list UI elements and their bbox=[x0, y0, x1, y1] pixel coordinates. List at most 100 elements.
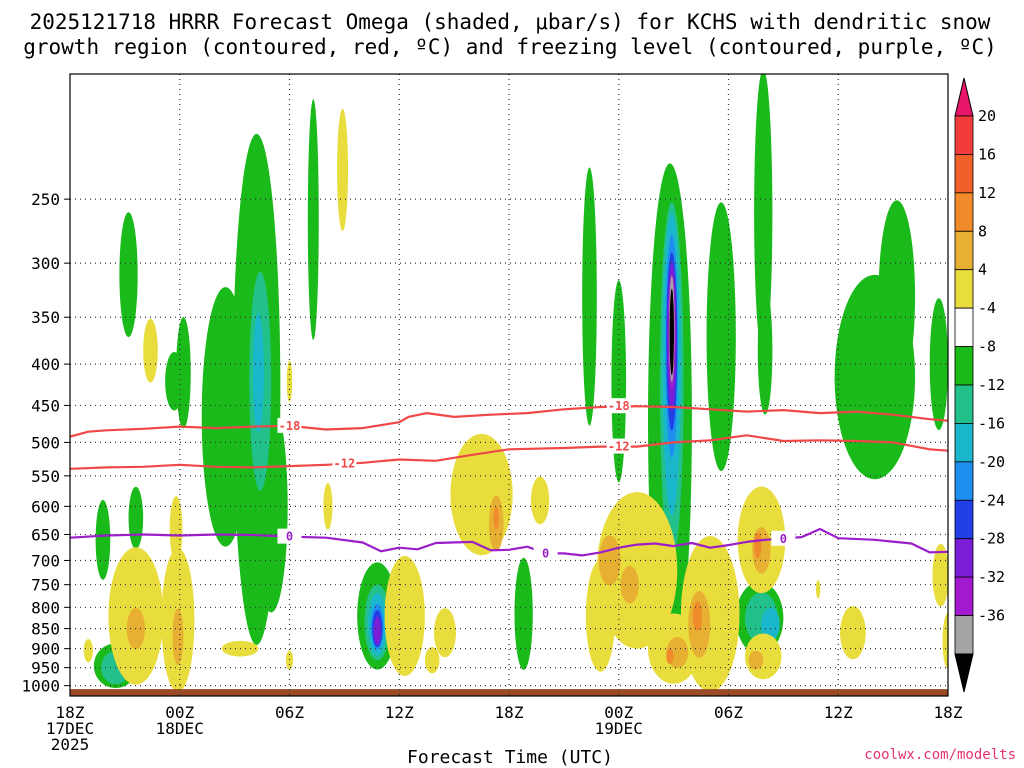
colorbar-label-12: -32 bbox=[978, 568, 1005, 586]
chart-title-line2: growth region (contoured, red, ºC) and f… bbox=[23, 35, 997, 59]
colorbar-segment-2 bbox=[954, 192, 974, 232]
contour-label-1-0: -12 bbox=[334, 457, 356, 471]
colorbar-segment-6 bbox=[954, 346, 974, 386]
contour-label-0-1: -18 bbox=[608, 399, 630, 413]
omega-region-51 bbox=[424, 646, 440, 674]
omega-region-63 bbox=[932, 543, 948, 607]
colorbar-label-4: 4 bbox=[978, 261, 987, 279]
x-tick-label-7-0: 12Z bbox=[824, 703, 853, 722]
x-tick-label-8-0: 18Z bbox=[934, 703, 963, 722]
contour-label-bg-2-1 bbox=[533, 545, 558, 561]
y-tick-label-1000: 1000 bbox=[21, 677, 60, 696]
omega-region-62 bbox=[815, 580, 821, 599]
x-tick-label-1-0: 00Z bbox=[165, 703, 194, 722]
omega-region-64 bbox=[942, 612, 948, 669]
omega-region-29 bbox=[761, 607, 780, 642]
contour-line-2 bbox=[70, 527, 948, 557]
plot-gridlines bbox=[70, 74, 948, 696]
y-tick-label-750: 750 bbox=[31, 576, 60, 595]
colorbar-label-11: -28 bbox=[978, 530, 1005, 548]
contour-label-bg-2-2 bbox=[771, 530, 796, 546]
y-tick-label-300: 300 bbox=[31, 254, 60, 273]
colorbar-segment-12 bbox=[954, 576, 974, 616]
colorbar-segment-8 bbox=[954, 423, 974, 463]
colorbar-segment-10 bbox=[954, 499, 974, 540]
x-tick-label-3-0: 12Z bbox=[385, 703, 414, 722]
omega-region-21 bbox=[929, 298, 948, 431]
contour-label-2-0: 0 bbox=[286, 530, 293, 544]
omega-region-40 bbox=[337, 108, 349, 232]
x-axis-label: Forecast Time (UTC) bbox=[407, 747, 613, 768]
colorbar-label-7: -12 bbox=[978, 376, 1005, 394]
contour-label-bg-0-1 bbox=[606, 398, 631, 414]
y-tick-label-700: 700 bbox=[31, 551, 60, 570]
omega-region-49 bbox=[323, 482, 333, 530]
colorbar-top-triangle bbox=[954, 77, 974, 117]
omega-region-12 bbox=[582, 167, 597, 426]
colorbar-label-5: -4 bbox=[978, 299, 996, 317]
omega-region-55 bbox=[596, 492, 678, 649]
omega-region-15 bbox=[706, 202, 736, 472]
y-axis-ticks: 2503003504004505005506006507007508008509… bbox=[21, 190, 70, 696]
contour-label-0-0: -18 bbox=[279, 419, 301, 433]
colorbar-bottom-triangle bbox=[954, 653, 974, 693]
colorbar-legend: 20 16 12 8 4 -4 -8 -12 -16 -20 -24 -28 -32 -36 bbox=[954, 77, 1005, 693]
omega-region-20 bbox=[878, 200, 916, 393]
omega-region-0 bbox=[119, 212, 138, 338]
colorbar-label-3: 8 bbox=[978, 222, 987, 240]
contour-label-bg-2-0 bbox=[277, 528, 302, 544]
contour-line-1 bbox=[70, 434, 948, 470]
omega-region-68 bbox=[598, 535, 621, 586]
y-tick-label-800: 800 bbox=[31, 598, 60, 617]
omega-region-75 bbox=[666, 648, 674, 664]
colorbar-label-1: 16 bbox=[978, 145, 996, 163]
omega-region-72 bbox=[620, 565, 639, 604]
contour-label-1-1: -12 bbox=[608, 440, 630, 454]
omega-region-56 bbox=[585, 560, 616, 672]
x-tick-label-2-0: 06Z bbox=[275, 703, 304, 722]
colorbar-label-0: 20 bbox=[978, 107, 996, 125]
contour-label-2-1: 0 bbox=[542, 546, 549, 560]
contour-label-2-2: 0 bbox=[780, 532, 787, 546]
omega-region-53 bbox=[434, 608, 456, 658]
omega-region-50 bbox=[384, 555, 425, 677]
x-tick-label-5-0: 00Z bbox=[604, 703, 633, 722]
colorbar-segment-4 bbox=[954, 269, 974, 309]
colorbar-label-2: 12 bbox=[978, 184, 996, 202]
omega-region-36 bbox=[373, 616, 381, 646]
y-tick-label-600: 600 bbox=[31, 497, 60, 516]
colorbar-segment-1 bbox=[954, 154, 974, 194]
footer-credit: coolwx.com/modelts bbox=[864, 747, 1016, 763]
colorbar-segment-9 bbox=[954, 461, 974, 501]
omega-region-47 bbox=[83, 638, 93, 663]
omega-shading bbox=[83, 74, 948, 693]
y-tick-label-350: 350 bbox=[31, 308, 60, 327]
contour-label-bg-0-0 bbox=[277, 417, 302, 433]
y-tick-label-650: 650 bbox=[31, 525, 60, 544]
plot-frame bbox=[69, 73, 949, 697]
omega-region-66 bbox=[172, 608, 184, 666]
omega-region-11 bbox=[514, 557, 533, 670]
omega-region-45 bbox=[169, 496, 183, 562]
x-tick-label-5-1: 19DEC bbox=[595, 719, 643, 738]
colorbar-label-8: -16 bbox=[978, 414, 1005, 432]
chart-title-line1: 2025121718 HRRR Forecast Omega (shaded, … bbox=[30, 10, 991, 34]
x-tick-label-0-0: 18Z bbox=[56, 703, 85, 722]
omega-region-76 bbox=[754, 532, 762, 559]
colorbar-label-13: -36 bbox=[978, 607, 1005, 625]
colorbar-segment-13 bbox=[954, 615, 974, 655]
omega-region-77 bbox=[493, 506, 499, 530]
colorbar-segment-3 bbox=[954, 230, 974, 271]
colorbar-segment-5 bbox=[954, 307, 974, 347]
omega-region-41 bbox=[143, 318, 158, 383]
colorbar-label-6: -8 bbox=[978, 338, 996, 356]
ground-fill bbox=[70, 689, 948, 696]
x-tick-label-0-2: 2025 bbox=[51, 735, 90, 754]
omega-region-9 bbox=[307, 99, 319, 340]
omega-region-74 bbox=[692, 601, 702, 631]
omega-region-30 bbox=[252, 312, 264, 433]
colorbar-segment-0 bbox=[954, 115, 974, 155]
omega-region-42 bbox=[286, 360, 293, 403]
